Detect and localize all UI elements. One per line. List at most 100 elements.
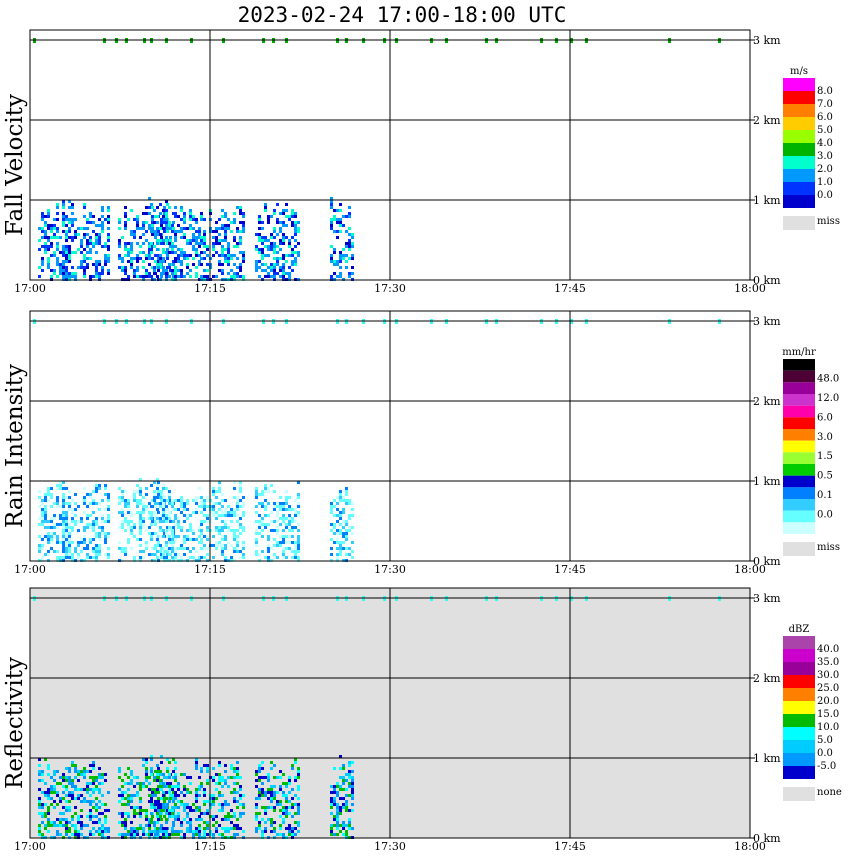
echo-cell	[68, 544, 71, 547]
echo-cell	[177, 815, 180, 818]
echo-cell	[258, 523, 261, 526]
echo-cell	[330, 206, 333, 209]
echo-cell	[145, 275, 148, 278]
echo-cell	[174, 230, 177, 233]
echo-cell	[294, 508, 297, 511]
echo-cell	[50, 520, 53, 523]
echo-cell	[168, 490, 171, 493]
echo-cell	[221, 550, 224, 553]
echo-cell	[206, 529, 209, 532]
echo-cell	[162, 782, 165, 785]
echo-cell	[348, 809, 351, 812]
echo-cell	[195, 788, 198, 791]
echo-cell	[348, 215, 351, 218]
echo-cell	[156, 263, 159, 266]
echo-cell	[168, 800, 171, 803]
echo-cell	[174, 266, 177, 269]
echo-cell	[239, 484, 242, 487]
echo-cell	[142, 508, 145, 511]
echo-cell	[174, 236, 177, 239]
echo-cell	[333, 215, 336, 218]
echo-cell	[136, 538, 139, 541]
echo-cell	[56, 487, 59, 490]
echo-cell	[160, 493, 163, 496]
echo-cell	[62, 526, 65, 529]
echo-cell	[59, 776, 62, 779]
echo-cell	[236, 791, 239, 794]
echo-cell	[291, 260, 294, 263]
echo-cell	[168, 791, 171, 794]
echo-cell	[130, 547, 133, 550]
echo-cell	[267, 806, 270, 809]
echo-cell	[180, 275, 183, 278]
echo-cell	[107, 221, 110, 224]
echo-cell	[171, 806, 174, 809]
echo-cell	[330, 505, 333, 508]
echo-cell	[239, 263, 242, 266]
echo-cell	[200, 239, 203, 242]
echo-cell	[270, 547, 273, 550]
echo-cell	[215, 541, 218, 544]
echo-cell	[221, 827, 224, 830]
echo-cell	[44, 242, 47, 245]
echo-cell	[227, 776, 230, 779]
echo-cell	[59, 272, 62, 275]
echo-cell	[153, 511, 156, 514]
echo-cell	[255, 532, 258, 535]
echo-cell	[38, 535, 41, 538]
time-tick-label: 18:00	[734, 840, 766, 853]
echo-cell	[118, 266, 121, 269]
echo-cell	[186, 517, 189, 520]
echo-cell	[80, 773, 83, 776]
echo-cell	[242, 505, 245, 508]
echo-cell	[198, 260, 201, 263]
time-tick-label: 17:30	[374, 282, 406, 295]
echo-cell	[221, 803, 224, 806]
echo-cell	[139, 236, 142, 239]
echo-cell	[68, 248, 71, 251]
echo-cell	[285, 224, 288, 227]
echo-cell	[38, 779, 41, 782]
echo-cell	[148, 514, 151, 517]
echo-cell	[136, 484, 139, 487]
echo-cell	[203, 251, 206, 254]
echo-cell	[136, 833, 139, 836]
echo-cell	[145, 812, 148, 815]
echo-cell	[180, 544, 183, 547]
echo-cell	[95, 484, 98, 487]
echo-cell	[162, 248, 165, 251]
echo-cell	[282, 221, 285, 224]
echo-cell	[136, 221, 139, 224]
echo-cell	[38, 797, 41, 800]
echo-cell	[206, 800, 209, 803]
echo-cell	[41, 230, 44, 233]
echo-cell	[68, 505, 71, 508]
echo-cell	[336, 824, 339, 827]
echo-cell	[273, 764, 276, 767]
echo-cell	[77, 541, 80, 544]
echo-cell	[233, 263, 236, 266]
echo-cell	[124, 773, 127, 776]
echo-cell	[153, 788, 156, 791]
echo-cell	[168, 517, 171, 520]
echo-cell	[221, 251, 224, 254]
echo-cell	[156, 550, 159, 553]
colorbar-level-label: 40.0	[817, 644, 839, 655]
plot-border	[29, 310, 751, 562]
echo-cell	[270, 266, 273, 269]
echo-cell	[154, 215, 157, 218]
echo-cell	[50, 821, 53, 824]
echo-cell	[150, 538, 153, 541]
echo-cell	[169, 520, 172, 523]
echo-cell	[236, 245, 239, 248]
echo-cell	[62, 275, 65, 278]
echo-cell	[59, 505, 62, 508]
echo-cell	[239, 797, 242, 800]
echo-cell	[273, 212, 276, 215]
echo-cell	[50, 517, 53, 520]
echo-cell	[239, 812, 242, 815]
echo-cell	[186, 508, 189, 511]
echo-cell	[92, 275, 95, 278]
echo-cell	[206, 269, 209, 272]
echo-cell	[89, 803, 92, 806]
